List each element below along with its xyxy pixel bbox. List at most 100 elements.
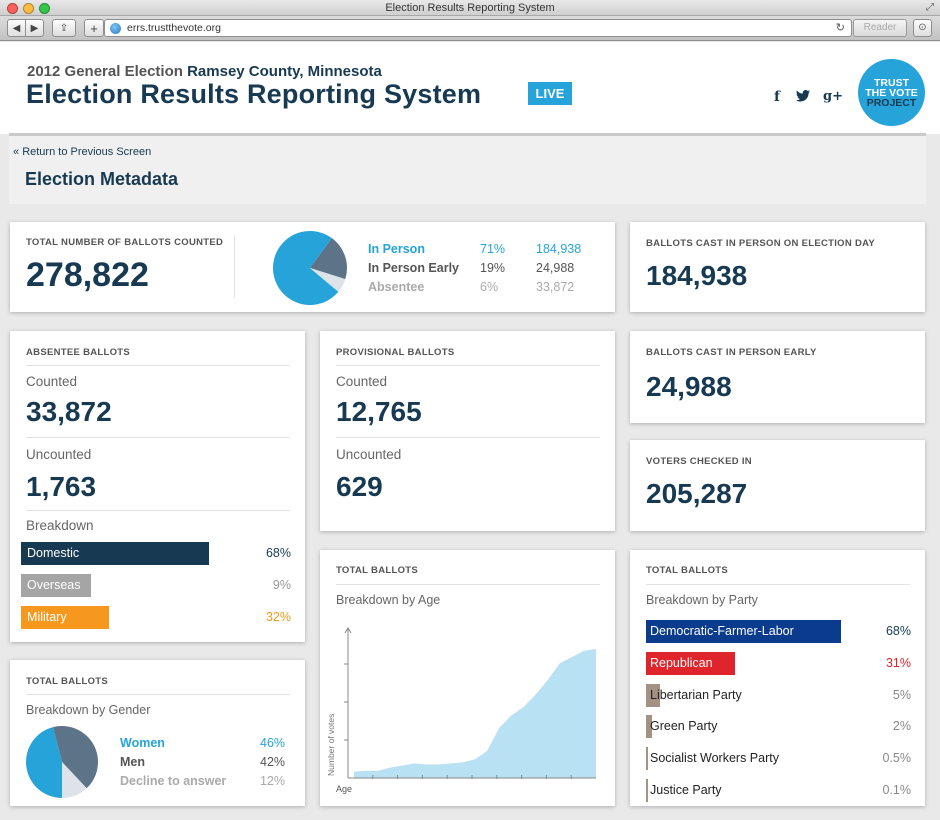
card-rule [336,437,600,438]
card-rule [26,437,290,438]
logo-line3: PROJECT [866,96,917,109]
legend-percent: 42% [260,755,286,769]
absentee-uncounted-value: 1,763 [26,471,97,502]
y-axis-arrow [344,627,352,634]
card-label: BALLOTS CAST IN PERSON ON ELECTION DAY [646,238,876,249]
counted-label: Counted [26,374,78,389]
browser-toolbar: ◀ ▶ ⇪ + errs.trustthevote.org ↻ Reader ⊙ [0,16,940,41]
zoom-window-button[interactable] [39,3,50,14]
absentee-bar-domestic: Domestic [21,542,209,565]
absentee-bar-overseas: Overseas [21,574,91,597]
legend-row: Men 42% [120,755,290,771]
legend-name: Absentee [368,280,425,294]
downloads-button[interactable]: ⊙ [913,19,932,37]
close-window-button[interactable] [7,3,18,14]
age-area-series [354,648,596,778]
card-rule [336,365,600,366]
party-percent: 68% [885,624,911,638]
legend-percent: 71% [480,242,506,256]
card-label: TOTAL BALLOTS [646,565,729,576]
checked-in-value: 205,287 [646,478,748,509]
logo-line2: THE VOTE [865,86,918,99]
total-ballots-value: 278,822 [26,256,149,294]
legend-percent: 12% [260,774,286,788]
page-header: 2012 General Election Ramsey County, Min… [0,42,940,134]
party-bar-label: Libertarian Party [650,687,742,702]
absentee-percent: 68% [265,546,291,560]
return-link-label: Return to Previous Screen [22,146,152,158]
reader-button[interactable]: Reader [853,19,907,37]
party-bar-label: Democratic-Farmer-Labor [650,624,794,638]
party-bar-label: Justice Party [650,783,722,797]
card-rule [26,694,290,695]
card-rule [336,584,600,585]
breakdown-by-party-label: Breakdown by Party [646,593,758,607]
pie-slice-in-person [273,231,339,305]
party-bar-fill [646,779,648,802]
facebook-icon[interactable]: f [774,89,781,105]
absentee-counted-value: 33,872 [26,396,112,427]
reload-icon[interactable]: ↻ [835,22,845,34]
absentee-bar-military: Military [21,606,110,629]
legend-percent: 19% [480,261,506,275]
double-chevron-left-icon: « [13,146,20,158]
card-rule [26,510,290,511]
card-label: TOTAL BALLOTS [336,565,419,576]
card-label: TOTAL BALLOTS [26,676,109,687]
party-percent: 0.5% [882,751,912,766]
age-card: TOTAL BALLOTS Breakdown by Age Age Number… [320,550,615,806]
card-label: ABSENTEE BALLOTS [26,347,131,358]
return-link[interactable]: « Return to Previous Screen [13,146,151,158]
live-badge: LIVE [528,82,572,105]
legend-count: 24,988 [536,261,575,275]
legend-name: Decline to answer [120,774,227,788]
card-label: PROVISIONAL BALLOTS [336,347,455,358]
provisional-uncounted-value: 629 [336,471,383,502]
legend-percent: 46% [260,736,286,750]
absentee-percent: 9% [272,578,291,592]
party-bar-fill [646,715,652,739]
twitter-icon[interactable] [796,89,810,105]
uncounted-label: Uncounted [336,447,402,462]
party-bar-label: Republican [650,655,713,670]
absentee-card: ABSENTEE BALLOTS Counted 33,872 Uncounte… [10,331,305,642]
early-card: BALLOTS CAST IN PERSON EARLY 24,988 [630,331,925,423]
forward-arrow-icon: ▶ [30,22,39,34]
card-label: TOTAL NUMBER OF BALLOTS COUNTED [26,237,224,248]
legend-name: Men [120,755,145,769]
party-percent: 0.1% [882,783,912,797]
provisional-card: PROVISIONAL BALLOTS Counted 12,765 Uncou… [320,331,615,531]
download-icon: ⊙ [918,22,927,33]
party-percent: 2% [892,719,911,734]
party-percent: 31% [885,655,911,670]
forward-button[interactable]: ▶ [25,19,44,37]
plus-icon: + [90,20,98,36]
legend-name: Women [120,736,165,750]
legend-percent: 6% [480,280,499,294]
trust-the-vote-logo[interactable]: TRUST THE VOTE PROJECT [858,59,925,126]
card-divider [234,236,235,298]
early-value: 24,988 [646,371,732,402]
card-rule [646,584,910,585]
party-bar-fill [646,683,661,707]
back-button[interactable]: ◀ [7,19,26,37]
address-bar[interactable]: errs.trustthevote.org ↻ [104,19,852,37]
minimize-window-button[interactable] [23,3,34,14]
legend-name: In Person Early [368,261,460,275]
share-icon: ⇪ [59,22,69,34]
party-bar-label: Green Party [650,719,718,734]
breakdown-by-gender-label: Breakdown by Gender [26,703,151,717]
google-plus-icon[interactable]: g+ [823,89,843,104]
party-percent: 5% [892,687,911,702]
add-bookmark-button[interactable]: + [84,19,104,37]
share-button[interactable]: ⇪ [52,19,76,37]
election-day-value: 184,938 [646,260,748,291]
uncounted-label: Uncounted [26,447,92,462]
provisional-counted-value: 12,765 [336,396,422,427]
fullscreen-icon[interactable]: ⤢ [926,2,934,13]
legend-row: In Person 71% 184,938 [368,242,598,258]
election-name: 2012 General Election [27,63,183,80]
election-subtitle: 2012 General Election Ramsey County, Min… [27,63,382,80]
window-titlebar: Election Results Reporting System ⤢ [0,0,940,16]
url-text[interactable]: errs.trustthevote.org [127,22,221,34]
